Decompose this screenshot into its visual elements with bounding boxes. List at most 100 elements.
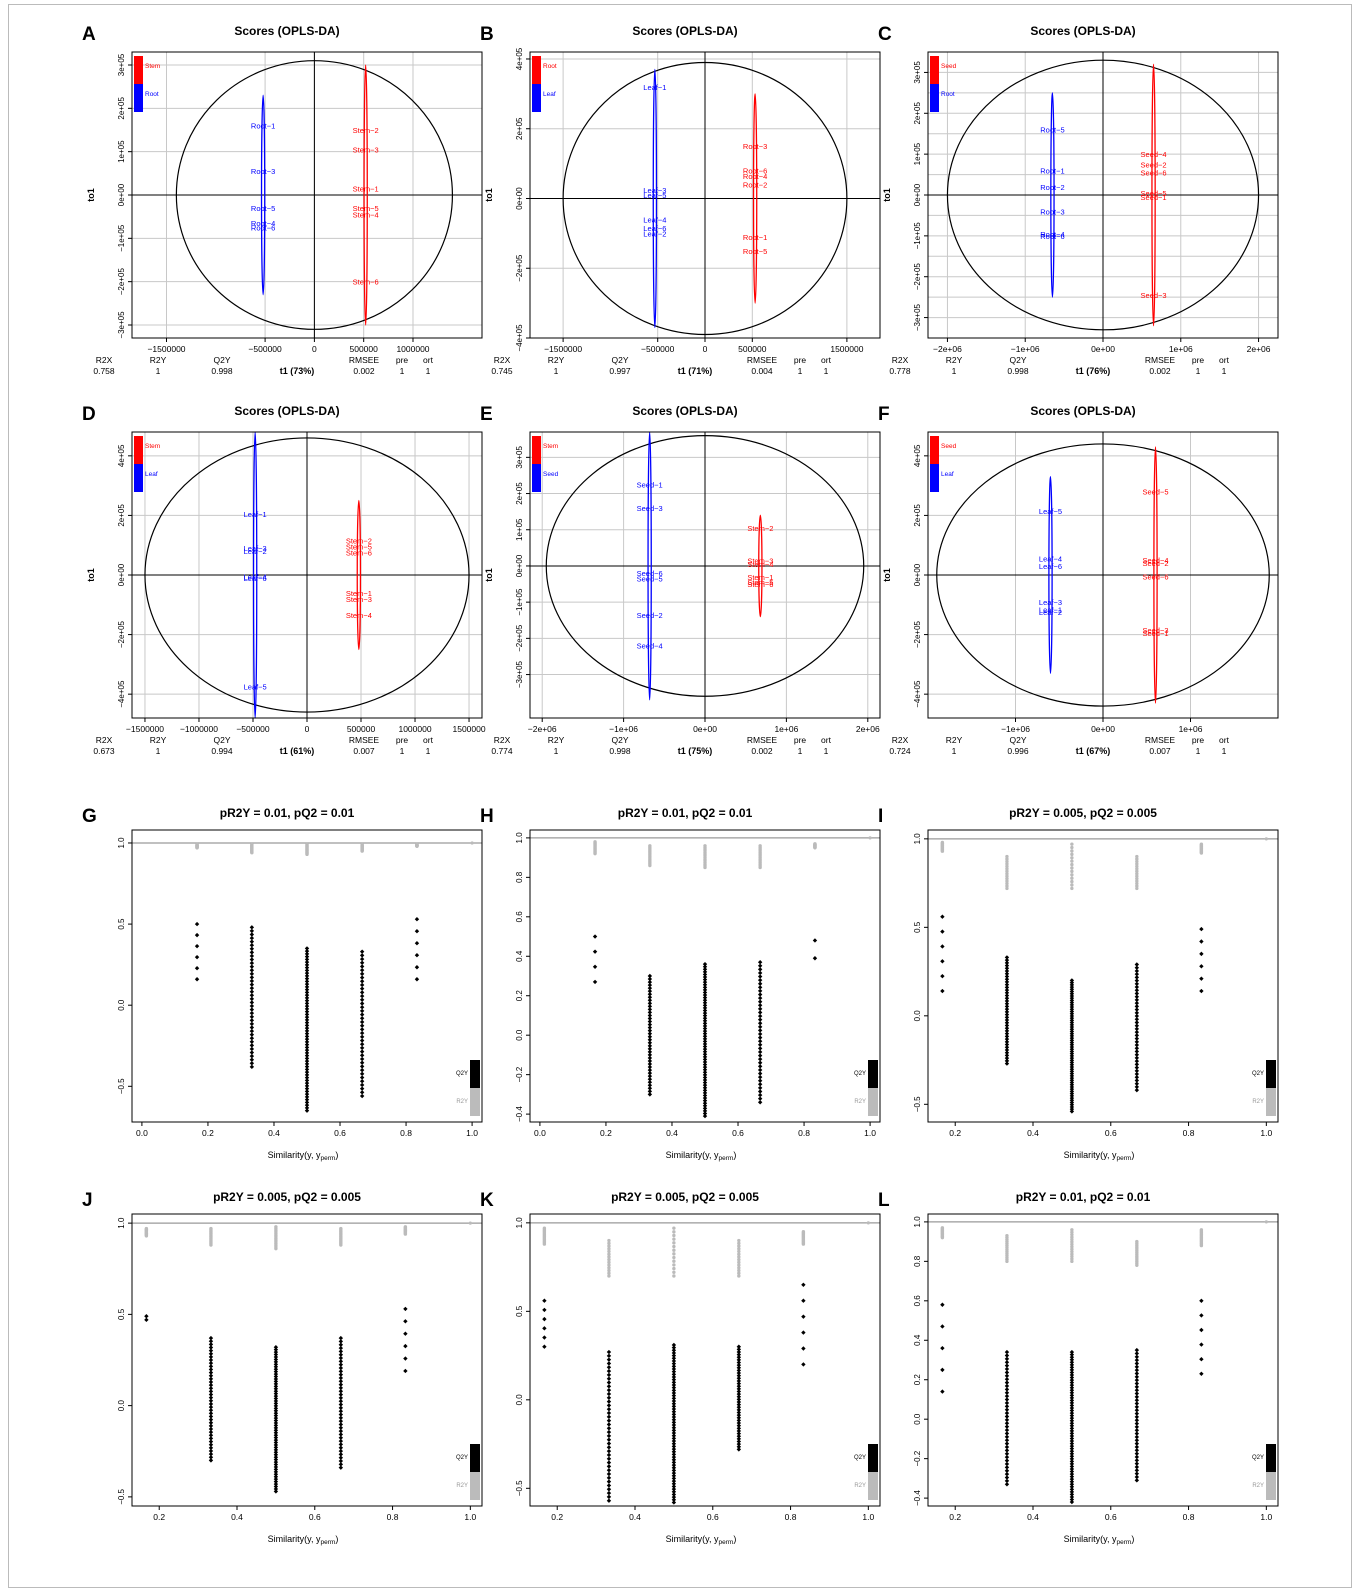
sample-label: Leaf−2 <box>643 229 666 238</box>
r2y-point <box>672 1233 676 1238</box>
group-ellipse <box>1048 476 1053 674</box>
r2y-point <box>1070 1254 1074 1259</box>
q2y-point <box>249 978 255 984</box>
q2y-point <box>757 1013 763 1019</box>
sample-label: Stem−3 <box>353 146 379 155</box>
y-tick-label: 0.4 <box>515 950 524 962</box>
x-axis-label-end: ) <box>335 1534 338 1544</box>
stats-header: Q2Y <box>611 355 628 365</box>
x-tick-label: 500000 <box>347 724 376 734</box>
q2y-point <box>304 979 310 984</box>
legend-label: Seed <box>941 443 957 450</box>
chart-title: pR2Y = 0.01, pQ2 = 0.01 <box>219 806 355 820</box>
x-axis: −2e+06 −1e+06 0e+00 1e+06 2e+06 <box>528 718 880 734</box>
y-axis: −4e+05 −2e+05 0e+00 2e+05 4e+05 <box>117 444 132 708</box>
stats-header: pre <box>794 355 807 365</box>
q2y-point <box>736 1362 742 1368</box>
legend-label: Root <box>941 91 955 98</box>
r2y-point <box>415 842 419 847</box>
group-ellipse <box>363 64 368 326</box>
q2y-point <box>1199 1357 1204 1362</box>
chart-title: Scores (OPLS-DA) <box>632 24 738 38</box>
q2y-point <box>647 1037 653 1042</box>
y-tick-label: −3e+05 <box>515 660 524 688</box>
x-axis-label-end: ) <box>335 1150 338 1160</box>
sample-label: Seed−6 <box>637 569 663 578</box>
q2y-point <box>359 982 365 988</box>
q2y-point <box>592 964 598 969</box>
chart-title: Scores (OPLS-DA) <box>234 404 340 418</box>
r2y-points <box>1135 1239 1139 1267</box>
r2y-points <box>593 840 597 856</box>
x-tick-label: 0.4 <box>231 1512 243 1522</box>
r2y-points <box>940 1226 945 1240</box>
x-tick-label: 1e+06 <box>1169 344 1193 354</box>
chart-title: pR2Y = 0.005, pQ2 = 0.005 <box>611 1190 759 1204</box>
q2y-point <box>542 1344 547 1349</box>
r2y-points <box>758 844 762 870</box>
panel-letter: H <box>480 806 494 827</box>
stats-header: RMSEE <box>349 735 380 745</box>
q2y-point <box>1134 1023 1140 1028</box>
r2y-points <box>648 844 652 868</box>
r2y-points <box>940 840 945 853</box>
plot-border <box>131 1213 483 1507</box>
q2y-point <box>671 1428 677 1433</box>
r2y-point <box>607 1247 611 1251</box>
q2y-point <box>702 985 708 990</box>
q2y-point <box>208 1411 214 1416</box>
q2y-point <box>606 1395 612 1400</box>
y-tick-label: 4e+05 <box>117 444 126 467</box>
q2y-points <box>940 914 945 994</box>
q2y-point <box>304 946 310 951</box>
r2y-point <box>593 840 597 844</box>
q2y-point <box>1134 1428 1140 1433</box>
r2y-point <box>1135 881 1139 886</box>
x-tick-label: 1.0 <box>466 1128 478 1138</box>
sample-label: Root−2 <box>743 181 767 190</box>
q2y-point <box>542 1326 547 1331</box>
y-tick-label: 2e+05 <box>913 102 922 125</box>
q2y-point <box>249 925 255 930</box>
r2y-point <box>195 842 199 847</box>
r2y-point <box>607 1274 611 1278</box>
legend-label: Seed <box>941 63 957 70</box>
y-tick-label: −4e+05 <box>515 324 524 352</box>
stats-value: 1 <box>1196 366 1201 376</box>
q2y-point <box>671 1409 677 1414</box>
stats-value: 0.994 <box>211 746 233 756</box>
sample-label: Stem−2 <box>353 126 379 135</box>
q2y-point <box>702 1080 708 1085</box>
r2y-point-original <box>470 841 474 845</box>
sample-label: Stem−6 <box>353 278 379 287</box>
r2y-point <box>672 1252 676 1256</box>
x-tick-label: 0.4 <box>666 1128 678 1138</box>
q2y-point <box>702 977 708 982</box>
q2y-point <box>702 1067 708 1072</box>
q2y-point <box>801 1314 806 1319</box>
x-axis-label: t1 (73%) <box>280 366 315 376</box>
stats-value: 1 <box>952 746 957 756</box>
q2y-point <box>757 995 763 1001</box>
chart-title: Scores (OPLS-DA) <box>1030 24 1136 38</box>
q2y-point <box>273 1401 279 1406</box>
q2y-point <box>702 990 708 995</box>
q2y-point <box>1069 1426 1075 1431</box>
r2y-point <box>607 1238 611 1243</box>
r2y-point <box>1005 864 1009 869</box>
chart-title: Scores (OPLS-DA) <box>632 404 738 418</box>
legend-label: Q2Y <box>854 1455 866 1461</box>
q2y-point <box>702 1095 708 1101</box>
q2y-point <box>542 1335 547 1340</box>
q2y-point <box>304 1009 310 1014</box>
x-tick-label: −1500000 <box>147 344 185 354</box>
y-tick-label: 0.5 <box>117 1308 126 1320</box>
x-tick-label: 0 <box>703 344 708 354</box>
q2y-point <box>338 1359 344 1364</box>
legend-label: Stem <box>145 443 160 450</box>
q2y-point <box>144 1314 149 1319</box>
q2y-point <box>1134 1388 1140 1393</box>
stats-value: 0.998 <box>1007 366 1029 376</box>
